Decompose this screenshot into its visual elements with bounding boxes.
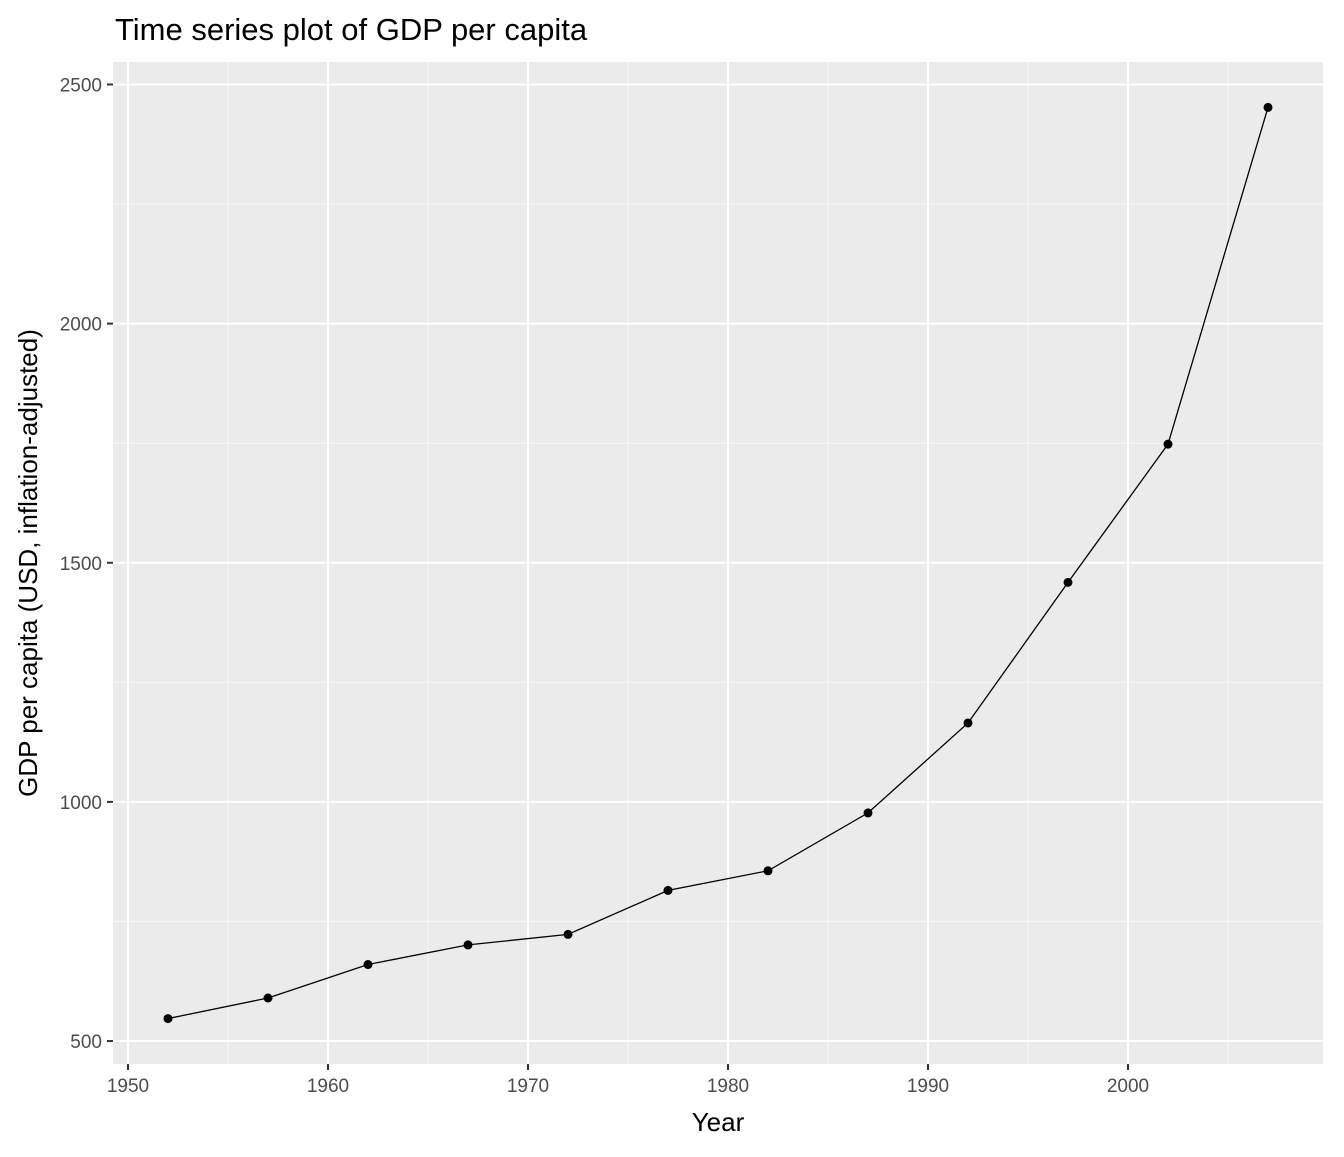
- y-tick-label: 1000: [60, 793, 102, 814]
- data-point: [963, 718, 973, 728]
- major-gridlines: [113, 62, 1323, 1064]
- x-tick-label: 1970: [507, 1076, 549, 1097]
- data-point: [1063, 577, 1073, 587]
- series-layer: [163, 102, 1273, 1024]
- x-tick-label: 1990: [907, 1076, 949, 1097]
- x-tick-label: 1960: [307, 1076, 349, 1097]
- data-point: [363, 960, 373, 970]
- data-point: [263, 993, 273, 1003]
- y-tick-label: 1500: [60, 554, 102, 575]
- x-axis-title: Year: [692, 1107, 745, 1137]
- data-point: [463, 940, 473, 950]
- data-point: [763, 866, 773, 876]
- chart-title: Time series plot of GDP per capita: [115, 12, 588, 47]
- data-point: [1163, 439, 1173, 449]
- data-point: [663, 885, 673, 895]
- x-tick-label: 2000: [1107, 1076, 1149, 1097]
- data-point: [163, 1014, 173, 1024]
- series-line: [167, 107, 1269, 1020]
- x-axis: 1950 1960 1970 1980 1990 2000: [107, 1064, 1149, 1097]
- y-axis: 500 1000 1500 2000 2500: [60, 75, 113, 1053]
- data-point: [863, 808, 873, 818]
- y-axis-title: GDP per capita (USD, inflation-adjusted): [13, 329, 43, 797]
- data-point: [1263, 102, 1273, 112]
- y-tick-label: 2500: [60, 75, 102, 96]
- x-tick-label: 1950: [107, 1076, 149, 1097]
- y-tick-label: 2000: [60, 315, 102, 336]
- x-tick-label: 1980: [707, 1076, 749, 1097]
- y-tick-label: 500: [70, 1032, 102, 1053]
- data-point: [563, 929, 573, 939]
